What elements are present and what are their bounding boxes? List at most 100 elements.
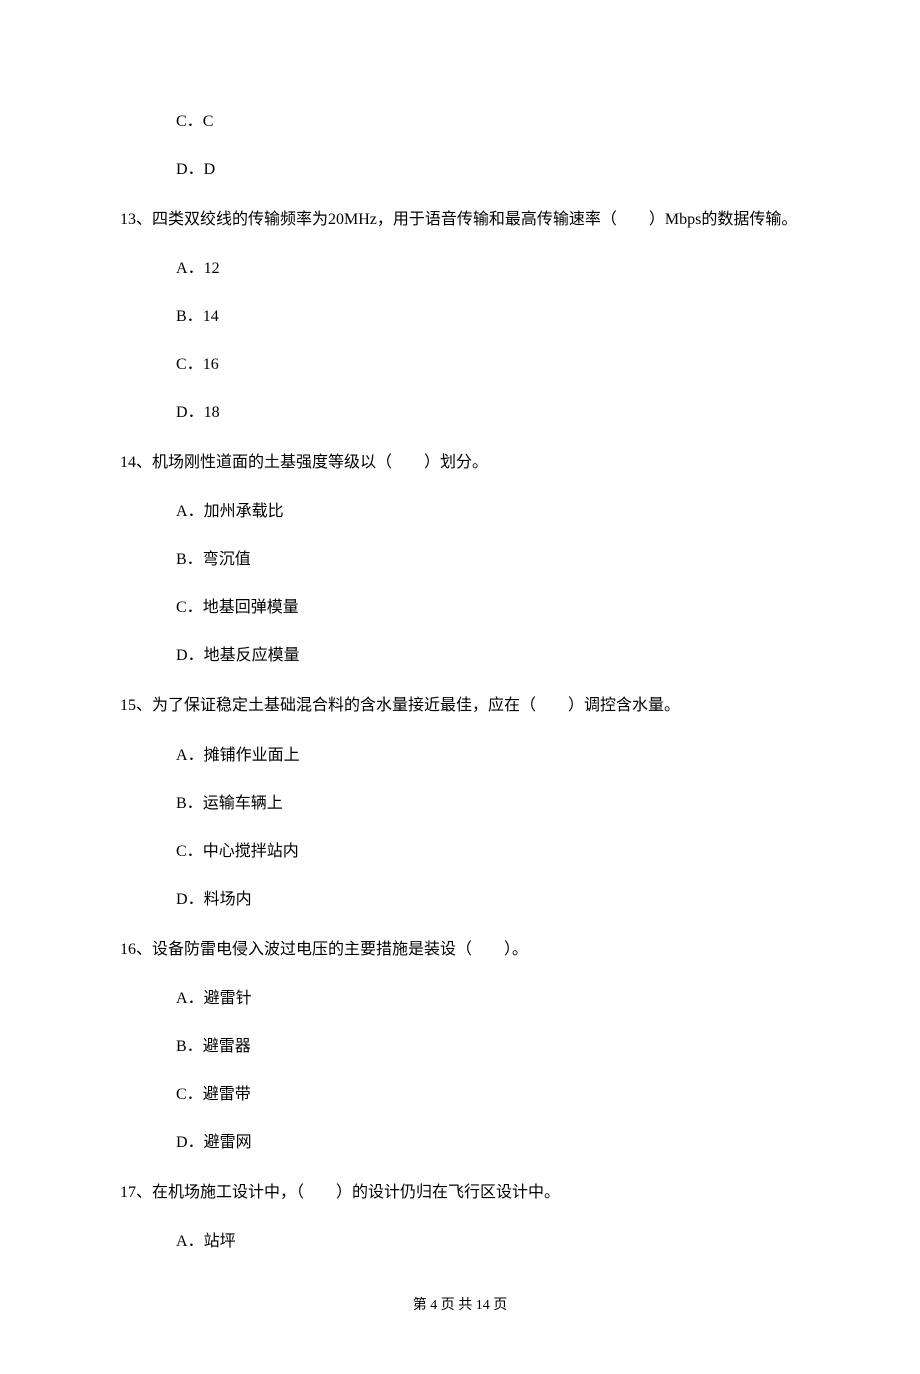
option-d: D．避雷网 [176,1131,800,1155]
option-letter: C [176,356,187,373]
blank-space [304,1179,336,1206]
option-letter: C [176,1086,187,1103]
option-c: C．中心搅拌站内 [176,840,800,864]
option-b: B．避雷器 [176,1035,800,1059]
option-d: D．18 [176,401,800,425]
option-a: A．12 [176,257,800,281]
option-letter: C [176,843,187,860]
option-dot: ． [188,503,204,520]
option-c: C．地基回弹模量 [176,596,800,620]
option-a: A．避雷针 [176,987,800,1011]
option-text: 地基反应模量 [204,647,300,664]
question-16: 16、设备防雷电侵入波过电压的主要措施是装设（ ）。 [120,936,800,963]
option-dot: ． [188,1134,204,1151]
option-letter: B [176,551,187,568]
question-number: 13 [120,211,136,228]
question-15: 15、为了保证稳定土基础混合料的含水量接近最佳，应在（ ）调控含水量。 [120,692,800,719]
option-b: B．运输车辆上 [176,792,800,816]
option-d: D．料场内 [176,888,800,912]
blank-space [472,936,504,963]
page-footer: 第 4 页 共 14 页 [120,1294,800,1334]
option-text: 避雷器 [203,1038,251,1055]
question-number: 16 [120,941,136,958]
question-text-after: ）的设计仍归在飞行区设计中。 [336,1184,560,1201]
option-letter: A [176,503,188,520]
option-b: B．弯沉值 [176,548,800,572]
option-letter: A [176,1233,188,1250]
option-letter: C [176,599,187,616]
option-dot: ． [188,161,204,178]
option-dot: ． [188,747,204,764]
option-text: 加州承载比 [204,503,284,520]
question-number: 14 [120,454,136,471]
option-a: A．站坪 [176,1230,800,1254]
option-dot: ． [188,647,204,664]
option-letter: D [176,404,188,421]
option-text: 地基回弹模量 [203,599,299,616]
blank-space [617,206,649,233]
option-text: 站坪 [204,1233,236,1250]
option-text: D [204,161,216,178]
orphan-option: D．D [176,158,800,182]
option-text: 12 [204,260,220,277]
option-dot: ． [188,1233,204,1250]
orphan-option: C．C [176,110,800,134]
page-number-text: 第 4 页 共 14 页 [413,1298,508,1313]
option-dot: ． [188,990,204,1007]
option-text: 避雷网 [204,1134,252,1151]
option-letter: A [176,990,188,1007]
question-text-before: 、为了保证稳定土基础混合料的含水量接近最佳，应在（ [136,697,536,714]
question-14: 14、机场刚性道面的土基强度等级以（ ）划分。 [120,449,800,476]
question-number: 17 [120,1184,136,1201]
question-text-after: ）Mbps的数据传输。 [649,211,797,228]
option-letter: B [176,308,187,325]
question-text-after: ）调控含水量。 [568,697,680,714]
option-dot: ． [187,599,203,616]
question-number: 15 [120,697,136,714]
option-text: 16 [203,356,219,373]
option-text: C [203,113,214,130]
option-dot: ． [187,551,203,568]
option-dot: ． [188,404,204,421]
option-dot: ． [187,113,203,130]
option-letter: D [176,647,188,664]
option-dot: ． [187,1086,203,1103]
option-dot: ． [188,260,204,277]
option-dot: ． [187,1038,203,1055]
option-text: 中心搅拌站内 [203,843,299,860]
option-text: 弯沉值 [203,551,251,568]
question-text-before: 、机场刚性道面的土基强度等级以（ [136,454,392,471]
option-letter: C [176,113,187,130]
option-letter: A [176,747,188,764]
option-letter: D [176,1134,188,1151]
option-letter: D [176,891,188,908]
option-text: 摊铺作业面上 [204,747,300,764]
document-page: C．C D．D 13、四类双绞线的传输频率为20MHz，用于语音传输和最高传输速… [0,0,920,1374]
blank-space [392,449,424,476]
option-a: A．加州承载比 [176,500,800,524]
question-17: 17、在机场施工设计中，（ ）的设计仍归在飞行区设计中。 [120,1179,800,1206]
option-dot: ． [188,891,204,908]
option-dot: ． [187,356,203,373]
option-text: 14 [203,308,219,325]
question-13: 13、四类双绞线的传输频率为20MHz，用于语音传输和最高传输速率（ ）Mbps… [120,206,800,233]
option-c: C．避雷带 [176,1083,800,1107]
option-d: D．地基反应模量 [176,644,800,668]
question-text-after: ）划分。 [424,454,488,471]
option-c: C．16 [176,353,800,377]
option-letter: A [176,260,188,277]
blank-space [536,692,568,719]
option-letter: D [176,161,188,178]
option-letter: B [176,1038,187,1055]
option-a: A．摊铺作业面上 [176,744,800,768]
option-text: 避雷带 [203,1086,251,1103]
option-text: 避雷针 [204,990,252,1007]
question-text-before: 、在机场施工设计中，（ [136,1184,304,1201]
option-text: 料场内 [204,891,252,908]
option-dot: ． [187,843,203,860]
option-dot: ． [187,308,203,325]
question-text-before: 、设备防雷电侵入波过电压的主要措施是装设（ [136,941,472,958]
question-text-after: ）。 [504,941,528,958]
option-letter: B [176,795,187,812]
option-text: 运输车辆上 [203,795,283,812]
